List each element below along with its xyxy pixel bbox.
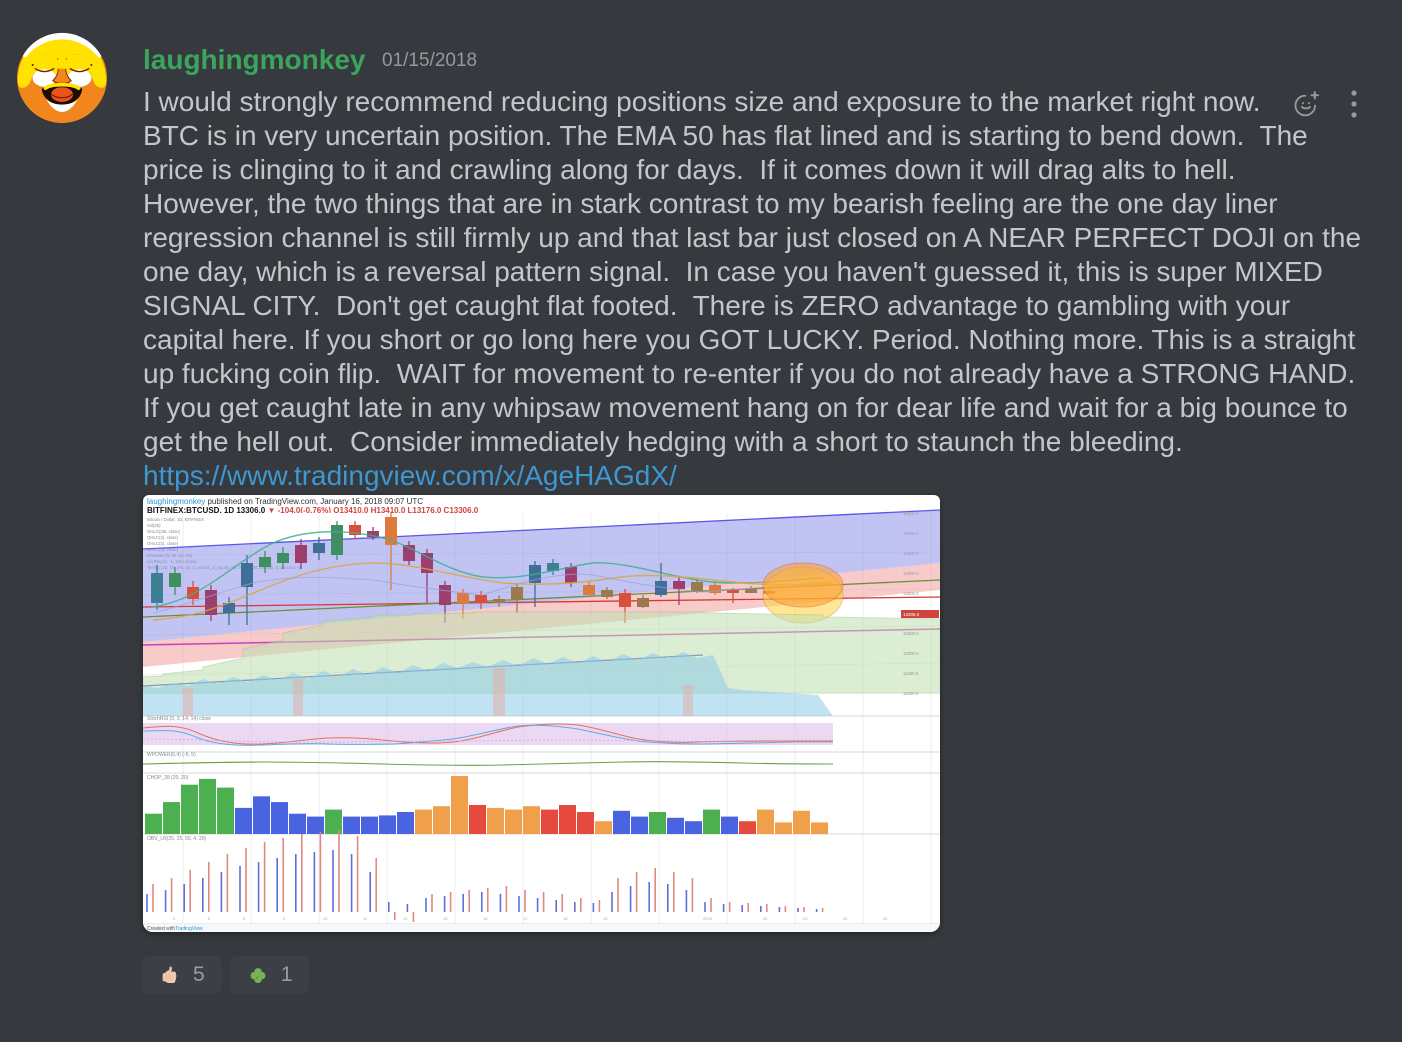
svg-text:22: 22: [763, 916, 768, 921]
svg-text:StochRSI (3, 3, 14, 14) close: StochRSI (3, 3, 14, 14) close: [147, 716, 211, 722]
svg-text:TradingView: TradingView: [175, 926, 203, 932]
svg-text:15500.0: 15500.0: [903, 511, 919, 516]
svg-text:14000.0: 14000.0: [903, 571, 919, 576]
svg-text:2018: 2018: [703, 916, 713, 921]
svg-text:13306.0: 13306.0: [903, 612, 920, 617]
svg-text:OHLC(26L close): OHLC(26L close): [147, 529, 181, 534]
svg-text:Created with: Created with: [147, 926, 175, 932]
svg-text:12: 12: [403, 916, 408, 921]
svg-text:OBV_LR(25, 25, 50, 4, 20): OBV_LR(25, 25, 50, 4, 20): [147, 836, 207, 842]
svg-text:11000.0: 11000.0: [903, 691, 919, 696]
svg-text:12500.0: 12500.0: [903, 631, 919, 636]
svg-text:24: 24: [843, 916, 848, 921]
svg-text:CHOP_28 (20, 20): CHOP_28 (20, 20): [147, 775, 189, 781]
svg-text:11500.0: 11500.0: [903, 671, 919, 676]
svg-text:23: 23: [803, 916, 808, 921]
svg-text:15000.0: 15000.0: [903, 531, 919, 536]
svg-text:13500.0: 13500.0: [903, 591, 919, 596]
svg-text:25: 25: [883, 916, 888, 921]
svg-text:OHLC(3), close): OHLC(3), close): [147, 541, 179, 546]
svg-text:19: 19: [603, 916, 608, 921]
svg-text:WPOWER(6,4) (-5, 5): WPOWER(6,4) (-5, 5): [147, 752, 196, 758]
svg-text:18: 18: [563, 916, 568, 921]
svg-text:16: 16: [483, 916, 488, 921]
svg-text:10: 10: [323, 916, 328, 921]
svg-text:17: 17: [523, 916, 528, 921]
svg-text:Vol(26): Vol(26): [147, 523, 161, 528]
svg-text:OHLC(3), close): OHLC(3), close): [147, 535, 179, 540]
svg-text:14500.0: 14500.0: [903, 551, 919, 556]
svg-text:15: 15: [443, 916, 448, 921]
svg-text:12000.0: 12000.0: [903, 651, 919, 656]
svg-text:Bitcoin / Dollar, 1D, BITFINEX: Bitcoin / Dollar, 1D, BITFINEX: [147, 517, 204, 522]
